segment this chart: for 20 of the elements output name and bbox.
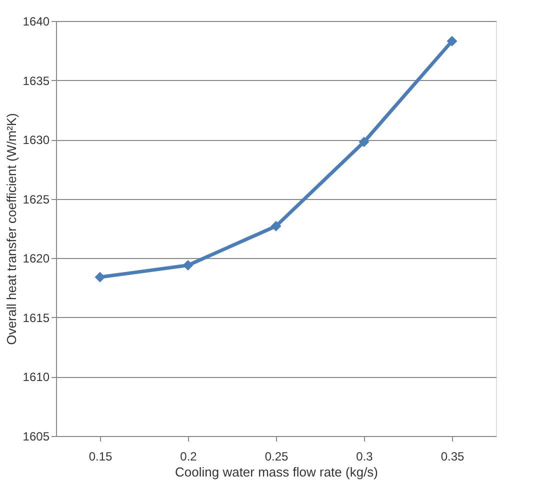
y-tick-label: 1615 xyxy=(22,310,50,325)
point xyxy=(94,272,106,282)
y-tick-label: 1635 xyxy=(22,74,50,88)
x-tick-label: 0.15 xyxy=(88,450,112,464)
y-tick-label: 1630 xyxy=(22,133,50,148)
x-tick-label: 0.35 xyxy=(440,450,464,464)
y-tick-label: 1625 xyxy=(22,192,50,206)
x-tick-label: 0.3 xyxy=(356,450,374,464)
x-tick-label: 0.2 xyxy=(180,450,198,464)
point xyxy=(446,36,458,46)
x-axis-title: Cooling water mass flow rate (kg/s) xyxy=(174,464,378,480)
y-tick-label: 1605 xyxy=(22,430,50,444)
y-tick-label: 1610 xyxy=(22,370,50,384)
point xyxy=(358,136,370,148)
y-tick-label: 1640 xyxy=(22,14,50,28)
point xyxy=(182,260,194,270)
x-tick-label: 0.25 xyxy=(264,450,288,464)
y-axis-title: Overall heat transfer coefficient (W/m²K) xyxy=(4,113,19,345)
point xyxy=(270,220,282,232)
y-tick-label: 1620 xyxy=(22,252,50,266)
